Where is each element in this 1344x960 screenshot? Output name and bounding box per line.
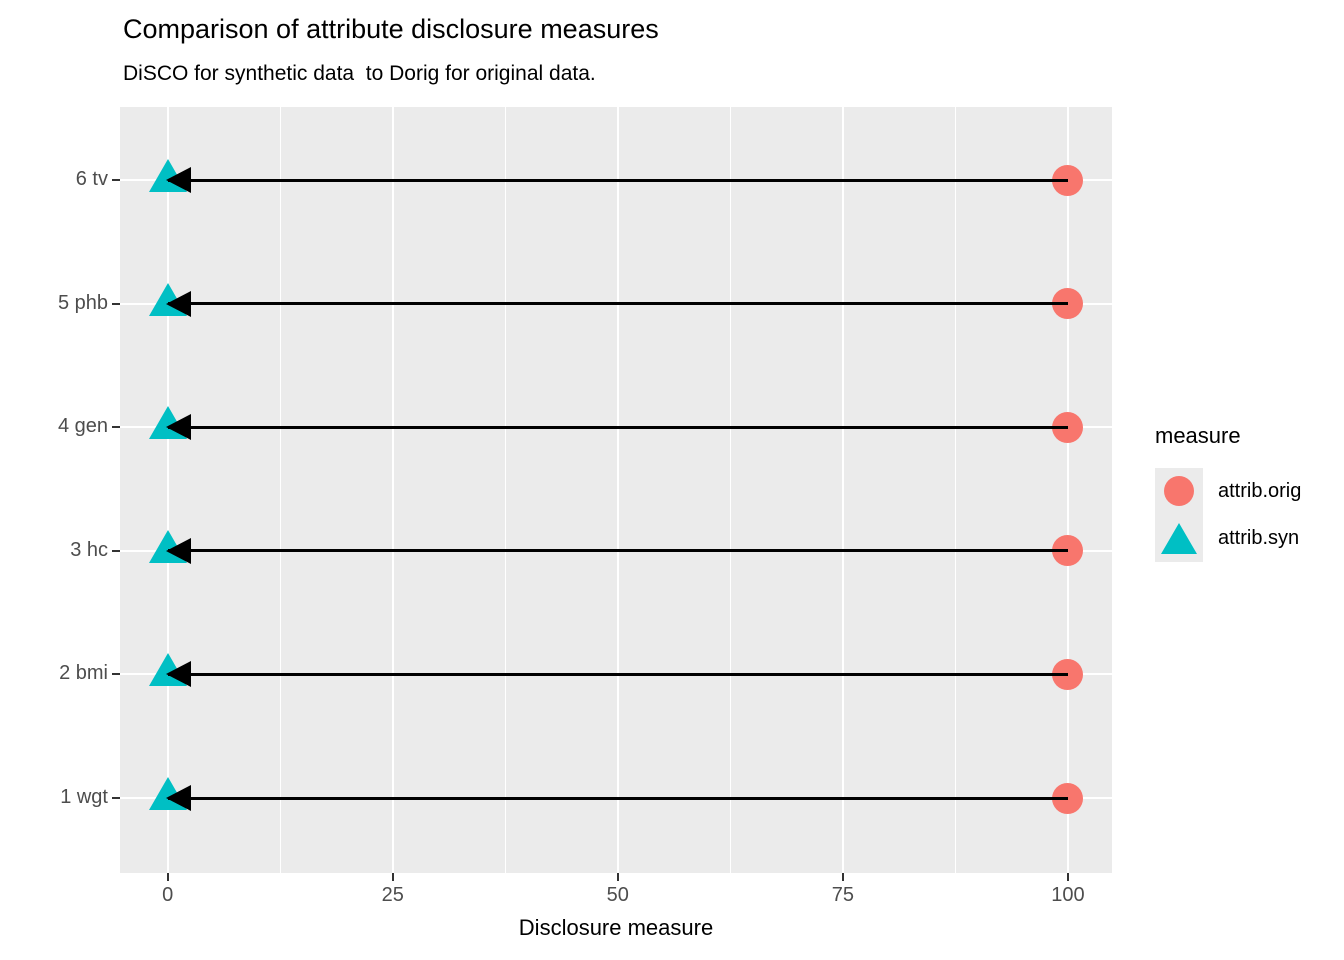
x-axis-tick [841,873,844,881]
x-tick-label: 75 [831,884,854,906]
x-axis-tick [1066,873,1069,881]
gridline-major-x [391,107,394,873]
y-axis-tick [112,673,120,676]
y-axis-tick [112,179,120,181]
y-tick-label: 1 wgt [60,786,108,808]
arrow-line [167,178,1068,182]
x-tick-label: 100 [1051,884,1085,906]
y-tick-label: 6 tv [75,168,108,190]
arrow-head-icon [165,414,191,441]
y-tick-label: 2 bmi [59,662,108,685]
y-tick-label: 4 gen [57,415,108,438]
gridline-minor-x [954,107,956,873]
arrow-head-icon [165,167,191,193]
legend-key [1155,468,1203,515]
arrow-head-icon [165,785,191,811]
gridline-minor-x [729,107,731,873]
gridline-major-x [1066,107,1069,873]
legend-items: attrib.orig attrib.syn [1155,468,1301,562]
gridline-major-x [166,107,169,873]
arrow-line [167,302,1068,306]
chart-title: Comparison of attribute disclosure measu… [123,14,659,44]
legend-item: attrib.orig [1155,468,1301,515]
y-axis-tick [112,549,120,552]
y-axis-tick [112,426,120,429]
legend-item-label: attrib.orig [1218,480,1302,502]
gridline-minor-x [279,107,281,873]
x-axis-tick [391,873,394,881]
y-tick-label: 3 hc [70,538,108,561]
legend-item-label: attrib.syn [1218,527,1300,549]
x-axis-tick [166,873,169,881]
arrow-line [167,796,1068,800]
arrow-head-icon [165,537,191,564]
arrow-line [167,425,1068,429]
y-axis-tick [112,302,120,305]
x-axis-title: Disclosure measure [518,915,714,940]
gridline-minor-x [504,107,506,873]
legend: measure attrib.orig attrib.syn [1155,423,1301,562]
arrow-line [167,672,1068,676]
legend-circle-icon [1164,476,1194,506]
gridline-major-x [616,107,619,873]
y-axis-tick [112,797,120,799]
x-tick-label: 0 [162,884,174,906]
x-axis-tick [616,873,619,881]
x-tick-label: 25 [381,884,404,906]
legend-item: attrib.syn [1155,515,1301,562]
gridline-major-x [841,107,844,873]
legend-key [1155,515,1203,562]
legend-title: measure [1155,423,1241,448]
arrow-head-icon [165,290,191,317]
x-tick-label: 50 [606,884,629,906]
chart-subtitle: DiSCO for synthetic data to Dorig for or… [123,62,596,85]
y-tick-label: 5 phb [57,291,108,314]
arrow-head-icon [165,661,191,688]
arrow-line [167,549,1068,553]
legend-triangle-icon [1161,523,1197,554]
plot-panel [120,107,1112,873]
